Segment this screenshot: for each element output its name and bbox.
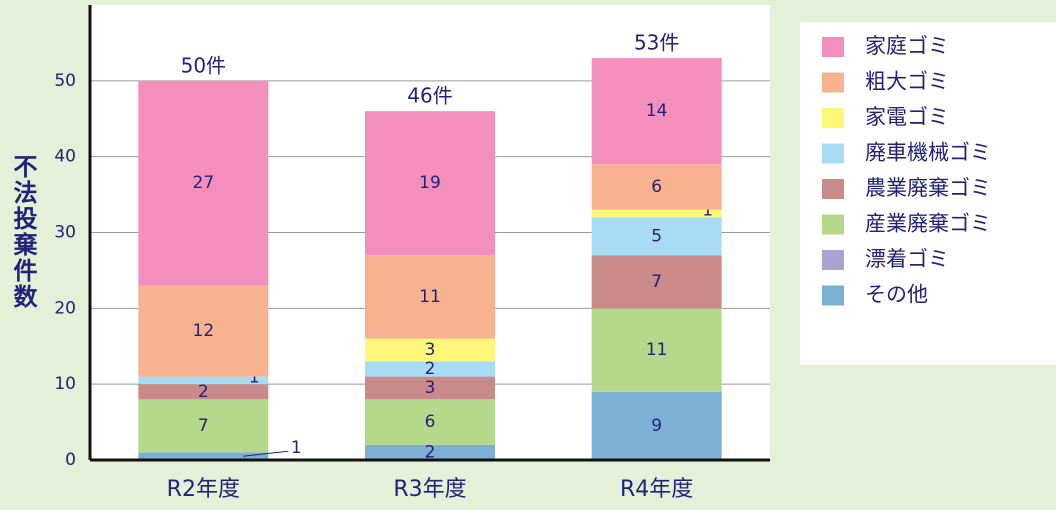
bar-segment xyxy=(591,308,722,392)
legend-swatch xyxy=(822,179,844,199)
x-tick-label: R2年度 xyxy=(167,477,240,502)
y-tick-label: 50 xyxy=(54,71,76,91)
data-label: 2 xyxy=(425,359,436,379)
bar-segment xyxy=(591,164,722,210)
bar-segment xyxy=(365,111,495,256)
data-label: 9 xyxy=(651,416,662,436)
bar-segment xyxy=(365,376,495,400)
data-label: 1 xyxy=(291,438,302,458)
y-tick-label: 10 xyxy=(54,374,76,394)
bar-segment xyxy=(138,452,269,460)
bar-segment xyxy=(365,361,495,377)
data-label: 14 xyxy=(646,101,668,121)
legend-swatch xyxy=(822,143,844,164)
legend-label: その他 xyxy=(865,283,928,307)
data-label: 1 xyxy=(702,201,713,221)
total-label: 46件 xyxy=(407,84,452,108)
legend-swatch xyxy=(822,37,844,57)
legend-swatch xyxy=(822,250,844,270)
legend-label: 粗大ゴミ xyxy=(865,70,949,94)
x-tick-label: R3年度 xyxy=(393,477,466,502)
bar-segment xyxy=(365,338,495,362)
legend-label: 産業廃棄ゴミ xyxy=(865,212,991,236)
legend-label: 農業廃棄ゴミ xyxy=(865,176,991,200)
data-label: 3 xyxy=(425,340,436,360)
data-label: 5 xyxy=(651,226,662,246)
legend-swatch xyxy=(822,285,844,306)
total-label: 53件 xyxy=(634,31,679,55)
legend-swatch xyxy=(822,72,844,93)
legend-label: 家庭ゴミ xyxy=(865,34,949,58)
y-axis-label: 不法投棄件数 xyxy=(9,154,37,310)
y-tick-label: 40 xyxy=(54,147,76,167)
bar-segment xyxy=(138,285,269,377)
legend-swatch xyxy=(822,108,844,128)
data-label: 11 xyxy=(419,287,441,307)
data-label: 7 xyxy=(198,416,209,436)
data-label: 1 xyxy=(249,367,260,387)
data-label: 12 xyxy=(193,321,215,341)
y-tick-label: 20 xyxy=(54,298,76,318)
data-label: 6 xyxy=(651,177,662,197)
data-label: 2 xyxy=(425,442,436,462)
legend-swatch xyxy=(822,214,844,235)
data-label: 7 xyxy=(651,272,662,292)
legend-label: 漂着ゴミ xyxy=(865,247,949,271)
x-tick-label: R4年度 xyxy=(620,477,693,502)
bar-segment xyxy=(365,399,495,445)
data-label: 2 xyxy=(198,382,209,402)
legend-label: 家電ゴミ xyxy=(865,105,949,129)
bar-segment xyxy=(138,399,269,453)
bar-segment xyxy=(365,255,495,339)
bar-segment xyxy=(138,376,269,385)
leader-line xyxy=(243,450,289,457)
data-label: 27 xyxy=(193,173,215,193)
y-tick-label: 0 xyxy=(65,450,76,470)
y-tick-label: 30 xyxy=(54,223,76,243)
data-label: 3 xyxy=(425,378,436,398)
total-label: 50件 xyxy=(181,53,226,77)
bar-segment xyxy=(365,444,495,460)
bar-segment xyxy=(591,391,722,460)
data-label: 6 xyxy=(425,412,436,432)
bar-segment xyxy=(138,80,269,286)
legend-label: 廃車機械ゴミ xyxy=(865,141,991,165)
bar-segment xyxy=(591,255,722,309)
bar-segment xyxy=(138,384,269,400)
bar-segment xyxy=(591,58,722,165)
data-label: 19 xyxy=(419,173,441,193)
data-label: 11 xyxy=(646,340,668,360)
bar-segment xyxy=(591,217,722,256)
bar-segment xyxy=(591,209,722,218)
